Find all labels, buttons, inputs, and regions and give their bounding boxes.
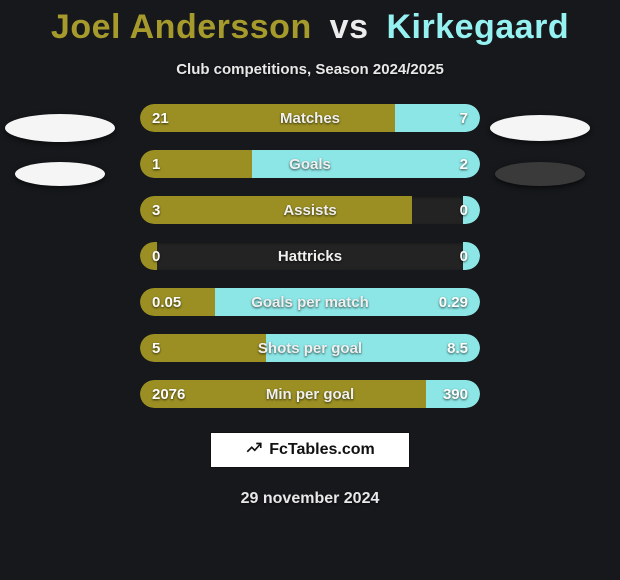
bar-right-fill [252,150,480,178]
bar-right-fill [463,196,480,224]
bar-right-fill [463,242,480,270]
decorative-oval [495,162,585,186]
stat-bar: Hattricks00 [140,242,480,270]
stat-bar: Matches217 [140,104,480,132]
stats-bars: Matches217 Goals12 Assists30 Hattricks00 Goa… [0,104,620,408]
badge-text: FcTables.com [269,441,375,459]
bar-right-fill [266,334,480,362]
player1-name: Joel Andersson [51,8,312,46]
stat-bar: Assists30 [140,196,480,224]
bar-left-fill [140,150,252,178]
source-badge: FcTables.com [210,432,410,468]
bar-right-fill [215,288,480,316]
player2-name: Kirkegaard [386,8,569,46]
bar-right-fill [395,104,480,132]
bar-left-fill [140,104,395,132]
stat-bar: Min per goal2076390 [140,380,480,408]
subtitle: Club competitions, Season 2024/2025 [0,61,620,78]
date-text: 29 november 2024 [0,490,620,508]
stat-bar: Shots per goal58.5 [140,334,480,362]
decorative-oval [5,114,115,142]
bar-left-fill [140,334,266,362]
title-vs: vs [330,8,369,46]
stat-bar: Goals per match0.050.29 [140,288,480,316]
chart-icon [245,439,263,462]
bar-left-fill [140,288,215,316]
bar-left-fill [140,196,412,224]
bar-right-fill [426,380,480,408]
decorative-oval [490,115,590,141]
bar-left-fill [140,380,426,408]
stat-label: Hattricks [140,242,480,270]
decorative-oval [15,162,105,186]
comparison-title: Joel Andersson vs Kirkegaard [0,0,620,47]
bar-left-fill [140,242,157,270]
stat-bar: Goals12 [140,150,480,178]
